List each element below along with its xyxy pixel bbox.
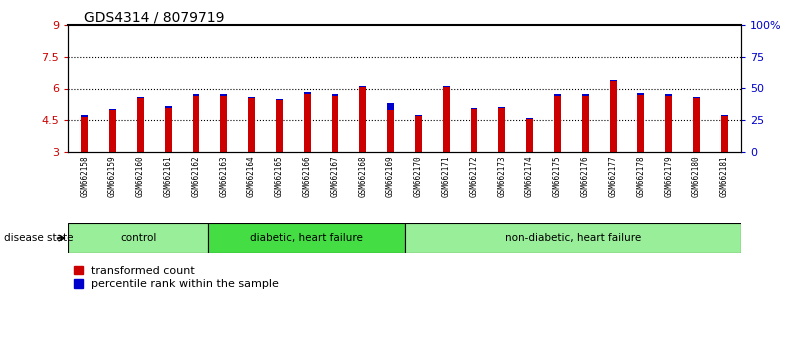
Text: GSM662173: GSM662173 [497,156,506,198]
Bar [332,95,339,96]
Text: GSM662165: GSM662165 [275,156,284,198]
Bar [470,109,477,152]
Bar [665,96,672,152]
Text: GSM662180: GSM662180 [692,156,701,198]
Text: GSM662178: GSM662178 [636,156,646,198]
Bar [443,86,449,87]
Text: GSM662166: GSM662166 [303,156,312,198]
Bar [220,96,227,152]
Bar [415,116,422,152]
Bar [498,108,505,152]
Bar [610,80,617,81]
Text: GSM662159: GSM662159 [108,156,117,198]
Bar [360,87,366,152]
Text: GSM662162: GSM662162 [191,156,200,198]
Text: GSM662176: GSM662176 [581,156,590,198]
Bar [68,223,208,253]
Bar [554,96,561,152]
Text: GSM662163: GSM662163 [219,156,228,198]
Bar [304,92,311,94]
Text: GSM662161: GSM662161 [163,156,173,198]
Text: diabetic, heart failure: diabetic, heart failure [250,233,363,243]
Bar [415,115,422,116]
Text: GSM662170: GSM662170 [414,156,423,198]
Bar [470,108,477,109]
Text: non-diabetic, heart failure: non-diabetic, heart failure [505,233,641,243]
Bar [665,95,672,96]
Bar [81,115,88,117]
Bar [721,115,728,116]
Bar [610,81,617,152]
Bar [248,97,255,98]
Text: GSM662164: GSM662164 [247,156,256,198]
Bar [248,98,255,152]
Bar [276,100,283,152]
Bar [582,96,589,152]
Bar [165,106,171,108]
Bar [638,93,644,95]
Bar [582,95,589,96]
Text: GSM662171: GSM662171 [441,156,451,198]
Bar [109,109,116,110]
Text: GSM662174: GSM662174 [525,156,534,198]
Bar [526,118,533,119]
Bar [526,118,533,152]
Text: GSM662172: GSM662172 [469,156,478,198]
Text: GSM662167: GSM662167 [331,156,340,198]
Bar [81,117,88,152]
Text: GSM662169: GSM662169 [386,156,395,198]
Bar [109,110,116,152]
Bar [332,96,339,152]
Text: GDS4314 / 8079719: GDS4314 / 8079719 [84,11,224,25]
Bar [276,99,283,100]
Bar [443,87,449,152]
Bar [721,116,728,152]
Text: GSM662158: GSM662158 [80,156,89,198]
Text: control: control [120,233,156,243]
Text: GSM662168: GSM662168 [358,156,368,198]
Bar [137,97,144,98]
Bar [165,108,171,152]
Text: GSM662179: GSM662179 [664,156,673,198]
Bar [387,103,394,110]
Bar [192,95,199,96]
Text: GSM662177: GSM662177 [609,156,618,198]
Bar [498,107,505,108]
Bar [554,95,561,96]
Bar [192,96,199,152]
Bar [638,95,644,152]
Bar [693,97,700,98]
Legend: transformed count, percentile rank within the sample: transformed count, percentile rank withi… [74,266,280,289]
Bar [220,95,227,96]
Bar [137,98,144,152]
Text: GSM662160: GSM662160 [136,156,145,198]
Bar [405,223,741,253]
Text: disease state: disease state [4,233,74,243]
Text: GSM662181: GSM662181 [720,156,729,198]
Bar [304,94,311,152]
Bar [693,98,700,152]
Bar [387,103,394,152]
Text: GSM662175: GSM662175 [553,156,562,198]
Bar [208,223,405,253]
Bar [360,86,366,87]
